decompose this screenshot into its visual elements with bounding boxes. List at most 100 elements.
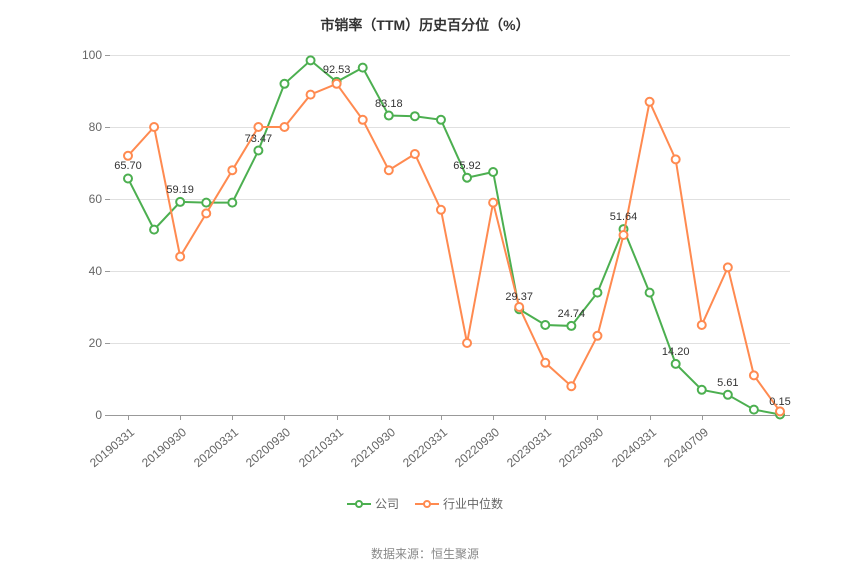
- series-marker: [698, 386, 706, 394]
- plot-area: 0204060801002019033120190930202003312020…: [110, 55, 790, 415]
- series-marker: [411, 150, 419, 158]
- data-label: 59.19: [166, 184, 194, 196]
- y-axis-label: 80: [70, 120, 102, 134]
- series-marker: [176, 198, 184, 206]
- series-marker: [385, 112, 393, 120]
- series-marker: [385, 166, 393, 174]
- y-axis-label: 60: [70, 192, 102, 206]
- series-marker: [541, 359, 549, 367]
- series-marker: [515, 303, 523, 311]
- series-marker: [437, 116, 445, 124]
- series-marker: [124, 174, 132, 182]
- data-label: 73.47: [245, 133, 273, 145]
- x-axis-label: 20200331: [191, 425, 241, 470]
- legend-marker-icon: [415, 498, 439, 510]
- x-tick: [284, 415, 285, 420]
- x-tick: [493, 415, 494, 420]
- data-label: 5.61: [717, 377, 738, 389]
- x-axis-label: 20190930: [139, 425, 189, 470]
- series-marker: [489, 199, 497, 207]
- series-marker: [567, 322, 575, 330]
- y-axis-label: 40: [70, 264, 102, 278]
- data-source: 数据来源：恒生聚源: [0, 545, 850, 562]
- data-label: 29.37: [505, 291, 533, 303]
- x-tick: [389, 415, 390, 420]
- series-marker: [724, 391, 732, 399]
- x-tick: [650, 415, 651, 420]
- x-axis-label: 20230930: [557, 425, 607, 470]
- x-tick: [232, 415, 233, 420]
- series-line-0: [128, 60, 780, 414]
- legend-item[interactable]: 行业中位数: [415, 495, 503, 512]
- x-tick: [702, 415, 703, 420]
- x-tick: [545, 415, 546, 420]
- series-marker: [228, 166, 236, 174]
- data-label: 0.15: [769, 396, 790, 408]
- series-marker: [437, 206, 445, 214]
- series-marker: [411, 112, 419, 120]
- series-marker: [176, 253, 184, 261]
- series-marker: [280, 123, 288, 131]
- series-marker: [359, 64, 367, 72]
- series-marker: [541, 321, 549, 329]
- series-marker: [202, 199, 210, 207]
- series-marker: [646, 98, 654, 106]
- series-marker: [254, 147, 262, 155]
- series-marker: [254, 123, 262, 131]
- data-label: 51.64: [610, 211, 638, 223]
- x-axis-label: 20190331: [87, 425, 137, 470]
- x-axis-label: 20200930: [244, 425, 294, 470]
- legend-label: 行业中位数: [443, 495, 503, 512]
- x-tick: [441, 415, 442, 420]
- x-tick: [128, 415, 129, 420]
- x-axis-label: 20240709: [661, 425, 711, 470]
- series-marker: [150, 123, 158, 131]
- data-label: 24.74: [558, 308, 586, 320]
- series-marker: [359, 116, 367, 124]
- series-marker: [463, 339, 471, 347]
- series-marker: [307, 91, 315, 99]
- series-marker: [620, 231, 628, 239]
- data-label: 65.92: [453, 160, 481, 172]
- x-axis-label: 20220331: [400, 425, 450, 470]
- chart-lines: [110, 55, 790, 415]
- series-marker: [724, 263, 732, 271]
- series-marker: [646, 289, 654, 297]
- chart-container: 市销率（TTM）历史百分位（%） 02040608010020190331201…: [0, 0, 850, 575]
- legend-item[interactable]: 公司: [347, 495, 399, 512]
- series-marker: [228, 199, 236, 207]
- data-label: 65.70: [114, 160, 142, 172]
- chart-title: 市销率（TTM）历史百分位（%）: [0, 0, 850, 35]
- series-marker: [202, 209, 210, 217]
- legend-marker-icon: [347, 498, 371, 510]
- series-marker: [776, 407, 784, 415]
- x-tick: [597, 415, 598, 420]
- series-marker: [333, 80, 341, 88]
- series-marker: [307, 56, 315, 64]
- series-marker: [672, 155, 680, 163]
- data-label: 14.20: [662, 346, 690, 358]
- x-tick: [337, 415, 338, 420]
- x-axis-label: 20210930: [348, 425, 398, 470]
- series-marker: [463, 174, 471, 182]
- series-marker: [567, 382, 575, 390]
- series-marker: [672, 360, 680, 368]
- series-marker: [124, 152, 132, 160]
- series-marker: [489, 168, 497, 176]
- x-axis-label: 20210331: [296, 425, 346, 470]
- series-marker: [150, 226, 158, 234]
- x-axis-line: [110, 415, 790, 416]
- legend-label: 公司: [375, 495, 399, 512]
- series-marker: [750, 371, 758, 379]
- x-axis-label: 20230331: [504, 425, 554, 470]
- legend: 公司 行业中位数: [0, 495, 850, 513]
- x-axis-label: 20240331: [609, 425, 659, 470]
- x-tick: [180, 415, 181, 420]
- series-marker: [593, 289, 601, 297]
- y-axis-label: 0: [70, 408, 102, 422]
- series-line-1: [128, 84, 780, 412]
- y-axis-label: 100: [70, 48, 102, 62]
- x-axis-label: 20220930: [452, 425, 502, 470]
- series-marker: [698, 321, 706, 329]
- series-marker: [280, 80, 288, 88]
